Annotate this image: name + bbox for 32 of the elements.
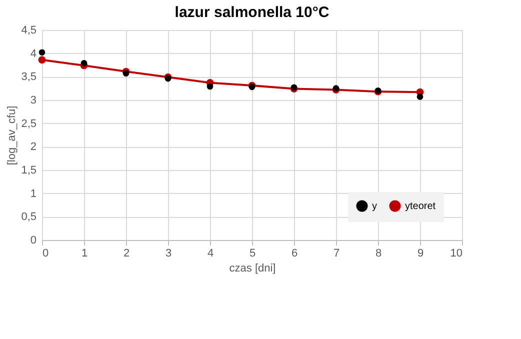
y-tick-label: 3 [30,94,36,106]
chart-title: lazur salmonella 10°C [174,4,330,21]
x-tick-label: 7 [333,248,340,260]
x-tick-label: 0 [42,248,49,260]
y-tick-label: 3,5 [21,71,36,84]
y-tick-label: 0,5 [21,211,36,224]
y-tick-label: 4,5 [21,24,36,36]
y-axis-title: [log_av_cfu] [6,106,18,166]
x-tick-label: 10 [450,248,462,260]
x-axis-title: czas [dni] [229,262,276,274]
x-tick-label: 8 [375,248,382,260]
point [122,70,130,77]
x-tick-label: 9 [417,248,424,260]
x-tick-label: 6 [291,248,298,260]
y-tick-label: 2,5 [21,118,36,130]
x-tick-label: 2 [123,248,130,260]
x-tick-label: 1 [81,248,88,260]
point [206,83,214,90]
x-tick-label: 5 [249,248,256,260]
y-tick-label: 1 [30,188,36,200]
x-tick-label: 3 [165,248,172,260]
legend-label: yteoret [405,201,436,212]
y-tick-label: 1,5 [21,164,36,176]
y-tick-label: 0 [30,234,36,246]
point [416,94,424,100]
point [80,60,88,66]
point [38,49,46,56]
y-tick-label: 2 [30,141,36,154]
y-tick-label: 4 [30,48,36,60]
point [38,56,46,64]
legend-label: y [372,201,377,212]
x-tick-label: 4 [207,248,214,260]
